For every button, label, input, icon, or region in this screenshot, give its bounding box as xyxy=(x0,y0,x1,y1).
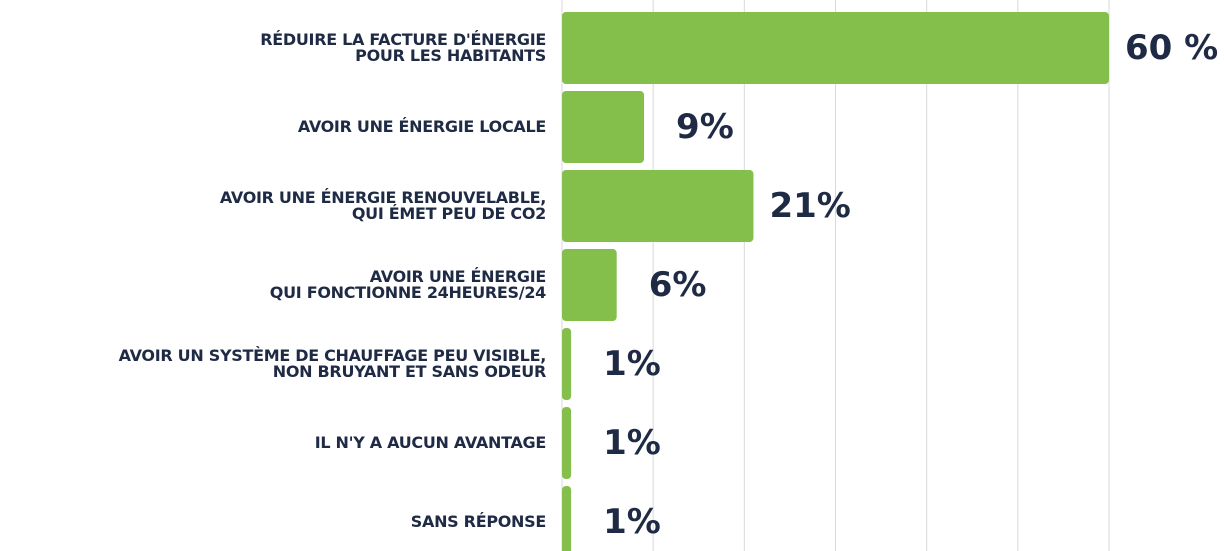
category-label: AVOIR UNE ÉNERGIE LOCALE xyxy=(297,117,546,136)
category-label: SANS RÉPONSE xyxy=(410,512,547,531)
value-label: 1% xyxy=(603,344,661,384)
category-label: AVOIR UNE ÉNERGIE QUI FONCTIONNE 24HEURE… xyxy=(269,267,547,302)
category-label: AVOIR UN SYSTÈME DE CHAUFFAGE PEU VISIBL… xyxy=(118,346,547,381)
category-label: IL N'Y A AUCUN AVANTAGE xyxy=(314,433,547,452)
bar xyxy=(562,486,572,551)
bar xyxy=(562,407,572,479)
bar xyxy=(562,91,645,163)
category-label: AVOIR UNE ÉNERGIE RENOUVELABLE, QUI ÉMET… xyxy=(219,188,546,223)
value-label: 21% xyxy=(769,186,851,226)
value-label: 1% xyxy=(603,423,661,463)
bar xyxy=(562,249,617,321)
bar xyxy=(562,170,754,242)
category-label: RÉDUIRE LA FACTURE D'ÉNERGIE POUR LES HA… xyxy=(260,30,546,65)
bar xyxy=(562,12,1109,84)
value-label: 1% xyxy=(603,502,661,542)
bar xyxy=(562,328,572,400)
value-label: 60 % xyxy=(1125,28,1219,68)
value-label: 6% xyxy=(648,265,707,305)
value-label: 9% xyxy=(676,107,734,147)
